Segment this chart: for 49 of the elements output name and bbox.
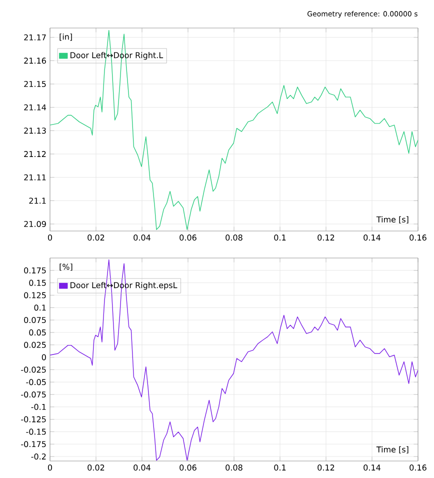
- x-tick-label: 0.02: [88, 464, 104, 471]
- y-tick-label: 0: [42, 354, 46, 360]
- x-tick-label: 0.06: [180, 234, 196, 241]
- y-tick-label: 21.1: [29, 198, 46, 204]
- y-tick-label: 0.075: [24, 317, 46, 324]
- x-tick-label: 0.14: [364, 464, 380, 471]
- y-axis-title: [in]: [60, 34, 72, 41]
- y-tick-label: 0.175: [24, 267, 46, 274]
- x-tick-label: 0.04: [134, 464, 150, 471]
- x-tick-label: 0.08: [226, 464, 242, 471]
- y-tick-label: -0.025: [21, 366, 46, 373]
- y-tick-label: 21.17: [24, 34, 46, 40]
- x-tick-label: 0.02: [88, 234, 104, 241]
- y-tick-label: -0.15: [26, 428, 46, 435]
- y-tick-label: 21.13: [24, 128, 46, 134]
- y-tick-label: -0.175: [21, 441, 46, 448]
- x-tick-label: 0.08: [226, 234, 242, 241]
- x-tick-label: 0: [48, 464, 52, 471]
- y-tick-label: 0.05: [29, 329, 46, 336]
- x-tick-label: 0.12: [318, 234, 334, 241]
- y-tick-label: 0.15: [29, 280, 46, 286]
- x-tick-label: 0.1: [274, 464, 286, 471]
- y-tick-label: 21.15: [24, 80, 46, 88]
- y-tick-label: 21.16: [24, 58, 46, 64]
- x-tick-label: 0: [48, 234, 52, 241]
- y-tick-label: 0.125: [24, 292, 46, 298]
- x-tick-label: 0.04: [134, 234, 150, 241]
- y-tick-label: 21.09: [24, 220, 46, 228]
- line-series: [50, 30, 418, 230]
- y-axis-title: [%]: [60, 264, 72, 271]
- x-axis-title: Time [s]: [376, 446, 408, 454]
- line-series: [50, 259, 418, 461]
- x-axis-title: Time [s]: [376, 216, 408, 224]
- x-tick-label: 0.1: [274, 234, 286, 241]
- y-tick-label: -0.125: [21, 416, 46, 422]
- y-tick-label: 21.11: [24, 174, 46, 180]
- y-tick-label: 21.14: [24, 104, 46, 110]
- x-tick-label: 0.06: [180, 464, 196, 471]
- y-tick-label: 0.1: [34, 304, 46, 311]
- y-tick-label: -0.05: [26, 379, 46, 386]
- y-tick-label: -0.1: [31, 404, 46, 410]
- y-tick-label: -0.2: [31, 454, 46, 460]
- y-tick-label: 0.025: [24, 342, 46, 348]
- x-tick-label: 0.16: [410, 464, 426, 471]
- x-tick-label: 0.16: [410, 234, 426, 241]
- y-tick-label: 21.12: [24, 151, 46, 157]
- y-tick-label: -0.075: [21, 391, 46, 398]
- x-tick-label: 0.12: [318, 464, 334, 471]
- x-tick-label: 0.14: [364, 234, 380, 241]
